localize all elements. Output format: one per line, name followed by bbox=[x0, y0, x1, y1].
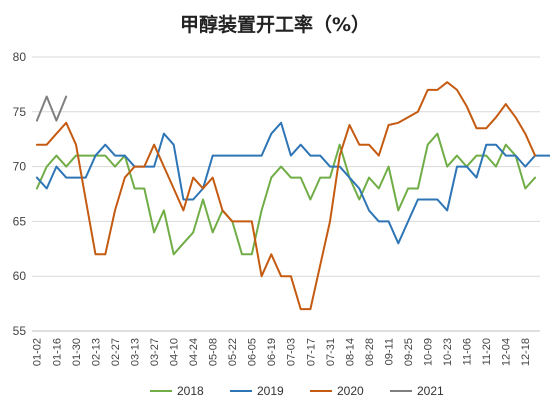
y-tick-label: 65 bbox=[13, 214, 27, 228]
x-tick-label: 12-18 bbox=[520, 338, 532, 366]
series-line-2018 bbox=[35, 132, 537, 256]
x-tick-label: 02-27 bbox=[110, 338, 122, 366]
gridlines bbox=[32, 56, 540, 332]
legend-label-2020: 2020 bbox=[337, 384, 364, 398]
series-line-2019 bbox=[35, 121, 550, 245]
y-tick-label: 60 bbox=[13, 269, 27, 283]
x-tick-label: 11-20 bbox=[481, 338, 493, 365]
x-tick-label: 04-10 bbox=[169, 338, 181, 366]
x-tick-label: 03-27 bbox=[149, 338, 161, 366]
y-tick-label: 80 bbox=[13, 50, 27, 64]
y-tick-label: 75 bbox=[13, 105, 27, 119]
x-tick-label: 07-17 bbox=[305, 338, 317, 366]
series-line-2020 bbox=[35, 81, 537, 311]
x-tick-label: 10-23 bbox=[442, 338, 454, 366]
legend: 2018 2019 2020 2021 bbox=[150, 384, 444, 398]
x-tick-label: 11-06 bbox=[462, 338, 474, 365]
x-tick-label: 03-13 bbox=[129, 338, 141, 366]
x-tick-label: 06-19 bbox=[266, 338, 278, 366]
legend-label-2018: 2018 bbox=[177, 384, 204, 398]
x-tick-label: 06-05 bbox=[247, 338, 259, 366]
y-axis-ticks: 55 60 65 70 75 80 bbox=[13, 50, 27, 338]
series-lines bbox=[35, 81, 550, 311]
legend-label-2019: 2019 bbox=[257, 384, 284, 398]
x-tick-label: 05-22 bbox=[227, 338, 239, 366]
x-tick-label: 08-28 bbox=[364, 338, 376, 366]
x-tick-label: 12-04 bbox=[501, 338, 513, 366]
x-axis-ticks: 01-02 01-16 01-30 02-13 02-27 03-13 03-27 04-10… bbox=[32, 338, 532, 366]
x-tick-label: 01-30 bbox=[71, 338, 83, 366]
x-tick-label: 01-02 bbox=[32, 338, 44, 366]
x-tick-label: 09-11 bbox=[383, 338, 395, 365]
x-tick-label: 02-13 bbox=[90, 338, 102, 366]
x-tick-label: 10-09 bbox=[423, 338, 435, 366]
x-tick-label: 05-08 bbox=[208, 338, 220, 366]
legend-label-2021: 2021 bbox=[417, 384, 444, 398]
x-tick-label: 01-16 bbox=[51, 338, 63, 366]
y-tick-label: 55 bbox=[13, 324, 27, 338]
x-tick-label: 07-31 bbox=[325, 338, 337, 366]
y-tick-label: 70 bbox=[13, 160, 27, 174]
x-tick-label: 09-25 bbox=[403, 338, 415, 366]
x-tick-label: 04-24 bbox=[188, 338, 200, 366]
chart-title: 甲醇装置开工率（%） bbox=[180, 13, 370, 36]
series-line-2021 bbox=[35, 95, 68, 122]
x-tick-label: 08-14 bbox=[344, 338, 356, 366]
x-tick-label: 07-03 bbox=[286, 338, 298, 366]
